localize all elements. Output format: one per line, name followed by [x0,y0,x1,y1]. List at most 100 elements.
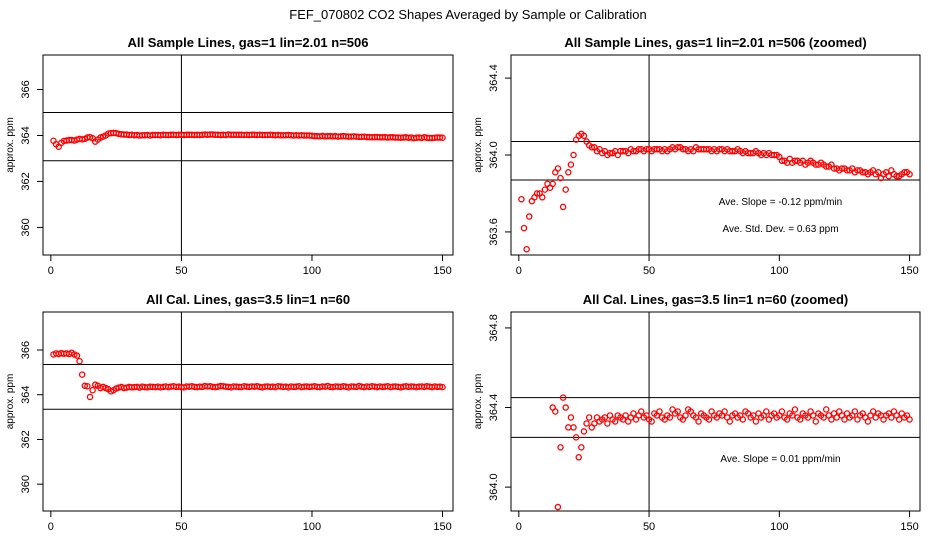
data-point [885,172,892,180]
data-point [604,420,611,427]
data-point [86,393,94,401]
x-tick-label: 0 [48,265,54,277]
data-point [611,418,619,425]
chart-title: All Sample Lines, gas=1 lin=2.01 n=506 [128,35,369,50]
data-point [81,382,89,390]
data-point [895,416,903,423]
data-point [796,416,804,423]
data-point [791,406,799,413]
data-point [580,428,588,435]
y-tick-label: 364 [20,126,32,144]
data-point [554,503,562,511]
data-point [763,408,770,415]
data-series [50,349,446,401]
data-point [726,418,734,425]
data-point [578,444,585,451]
y-axis-label: approx. ppm [473,374,484,430]
data-point [721,408,728,415]
data-point [527,114,532,119]
data-point [804,414,812,421]
data-point [682,412,689,419]
chart-title: All Sample Lines, gas=1 lin=2.01 n=506 (… [564,35,866,50]
data-point [656,408,663,415]
y-tick-label: 360 [20,475,32,493]
data-point [783,416,791,423]
data-point [532,116,537,121]
data-point [562,186,569,193]
x-tick-label: 0 [516,265,522,277]
data-point [533,190,541,197]
data-point [542,136,547,141]
data-point [525,213,533,220]
data-point [520,224,528,232]
x-tick-label: 100 [303,265,321,277]
data-point [812,418,820,425]
data-point [567,414,575,421]
data-point [554,165,562,172]
x-tick-label: 0 [516,521,522,533]
data-point [76,357,83,365]
chart-title: All Cal. Lines, gas=3.5 lin=1 n=60 (zoom… [583,292,849,307]
data-point [575,454,582,461]
x-tick-label: 50 [175,521,187,533]
data-point [521,116,526,121]
y-axis-label: approx. ppm [5,117,16,173]
data-point [841,416,848,423]
y-tick-label: 366 [20,80,32,98]
data-point [750,412,757,419]
data-point [601,414,609,421]
data-point [552,408,559,415]
data-point [562,404,569,411]
data-point [524,122,529,127]
data-point [570,424,577,431]
y-tick-label: 364.0 [488,141,500,169]
y-tick-label: 364 [20,386,32,404]
x-tick-label: 100 [770,265,788,277]
y-axis-label: approx. ppm [5,374,16,430]
annotation-text: Ave. Std. Dev. = 0.63 ppm [722,224,838,235]
data-point [565,169,572,176]
data-point [541,186,549,193]
chart-panel-4: All Cal. Lines, gas=3.5 lin=1 n=60 (zoom… [473,114,921,533]
data-point [906,170,913,178]
x-tick-label: 50 [643,521,655,533]
data-point [789,412,796,419]
y-tick-label: 364.4 [488,394,500,422]
data-series [50,129,446,150]
x-tick-label: 0 [48,521,54,533]
plot-frame [42,54,454,256]
data-point [518,195,525,203]
chart-panel-3: All Cal. Lines, gas=3.5 lin=1 n=60 0 50 100… [5,292,454,533]
x-tick-label: 100 [770,521,788,533]
data-point [820,414,827,421]
data-point [534,122,539,127]
data-point [622,412,629,419]
x-tick-label: 150 [433,265,451,277]
data-point [439,383,446,391]
data-point [638,408,645,415]
x-tick-label: 150 [433,521,451,533]
data-point [523,245,530,253]
plot-frame [42,311,454,512]
data-point [539,194,546,201]
data-point [549,180,556,188]
data-point [752,418,760,425]
y-tick-label: 362 [20,430,32,448]
data-point [869,408,877,415]
data-point [809,412,817,419]
data-point [851,408,859,415]
data-point [439,134,446,142]
x-tick-label: 50 [643,265,655,277]
data-point [906,416,913,423]
y-tick-label: 363.6 [488,218,500,246]
data-point [78,371,86,378]
x-tick-label: 150 [900,265,918,277]
data-point [822,406,830,413]
data-point [648,418,655,425]
data-point [570,151,577,159]
page-title: FEF_070802 CO2 Shapes Averaged by Sample… [289,7,646,22]
data-series [518,130,913,253]
data-point [529,120,534,125]
data-point [557,174,564,182]
